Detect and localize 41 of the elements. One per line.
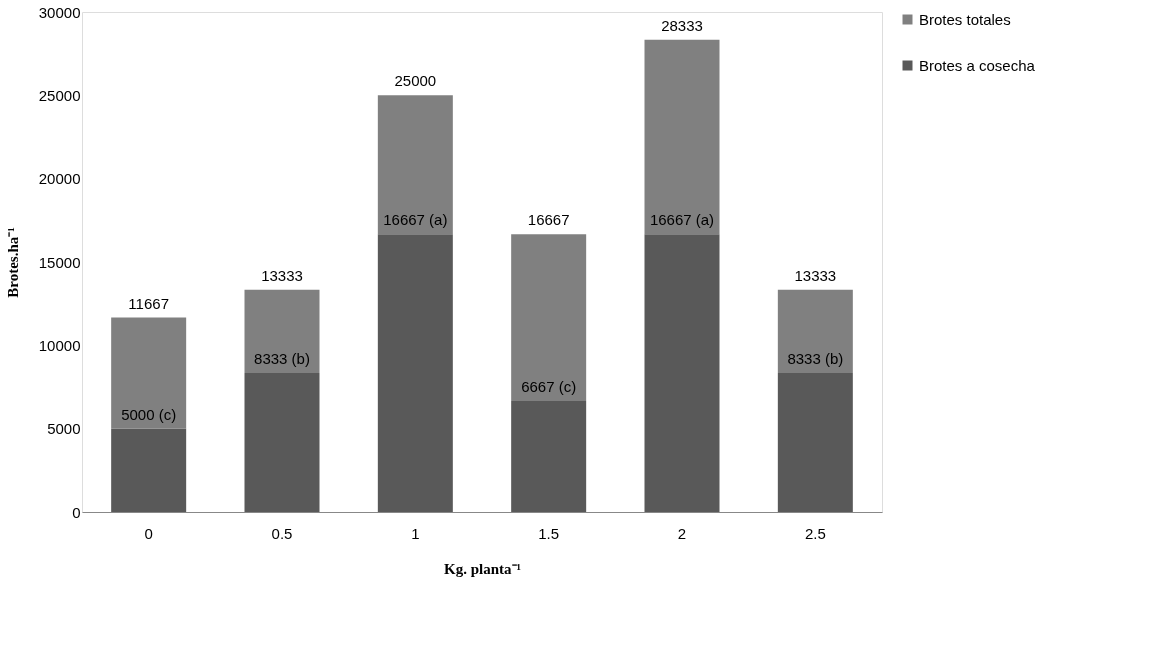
bar <box>644 234 720 512</box>
total-label: 28333 <box>661 16 703 34</box>
x-tick-label: 1 <box>411 524 420 542</box>
total-label: 25000 <box>394 72 437 90</box>
bar <box>377 95 453 235</box>
bar <box>777 373 853 512</box>
data-label: 8333 (b) <box>787 350 844 368</box>
y-tick-label: 5000 <box>47 420 81 438</box>
bar <box>111 428 187 512</box>
total-label: 16667 <box>527 211 570 229</box>
x-tick-label: 1.5 <box>538 524 560 542</box>
y-tick-label: 0 <box>72 503 81 521</box>
x-tick-label: 0.5 <box>271 524 293 542</box>
data-label: 8333 (b) <box>254 350 310 368</box>
bar <box>244 373 320 512</box>
data-label: 16667 (a) <box>649 211 715 229</box>
y-tick-label: 15000 <box>38 253 81 271</box>
bar <box>511 234 587 401</box>
total-label: 13333 <box>261 266 303 284</box>
y-tick-label: 10000 <box>38 336 81 354</box>
y-tick-label: 20000 <box>38 170 81 188</box>
x-tick-label: 2.5 <box>804 524 826 542</box>
bar <box>377 234 453 512</box>
bar <box>244 289 320 374</box>
legend-label: Brotes a cosecha <box>919 56 1036 74</box>
bar <box>777 289 853 374</box>
total-label: 11667 <box>128 294 169 312</box>
y-tick-label: 25000 <box>38 86 81 104</box>
total-label: 13333 <box>794 266 837 284</box>
y-axis-title: Brotes.ha⁻¹ <box>4 227 21 298</box>
x-tick-label: 0 <box>144 524 153 542</box>
bar <box>511 400 587 512</box>
data-label: 5000 (c) <box>121 405 177 423</box>
data-label: 6667 (c) <box>521 377 577 395</box>
y-tick-label: 30000 <box>38 3 81 21</box>
x-tick-label: 2 <box>677 524 687 542</box>
data-label: 16667 (a) <box>383 211 448 229</box>
x-axis-title: Kg. planta⁻¹ <box>443 560 522 577</box>
bar <box>111 317 187 429</box>
bar <box>644 39 720 235</box>
legend-label: Brotes totales <box>919 10 1011 28</box>
